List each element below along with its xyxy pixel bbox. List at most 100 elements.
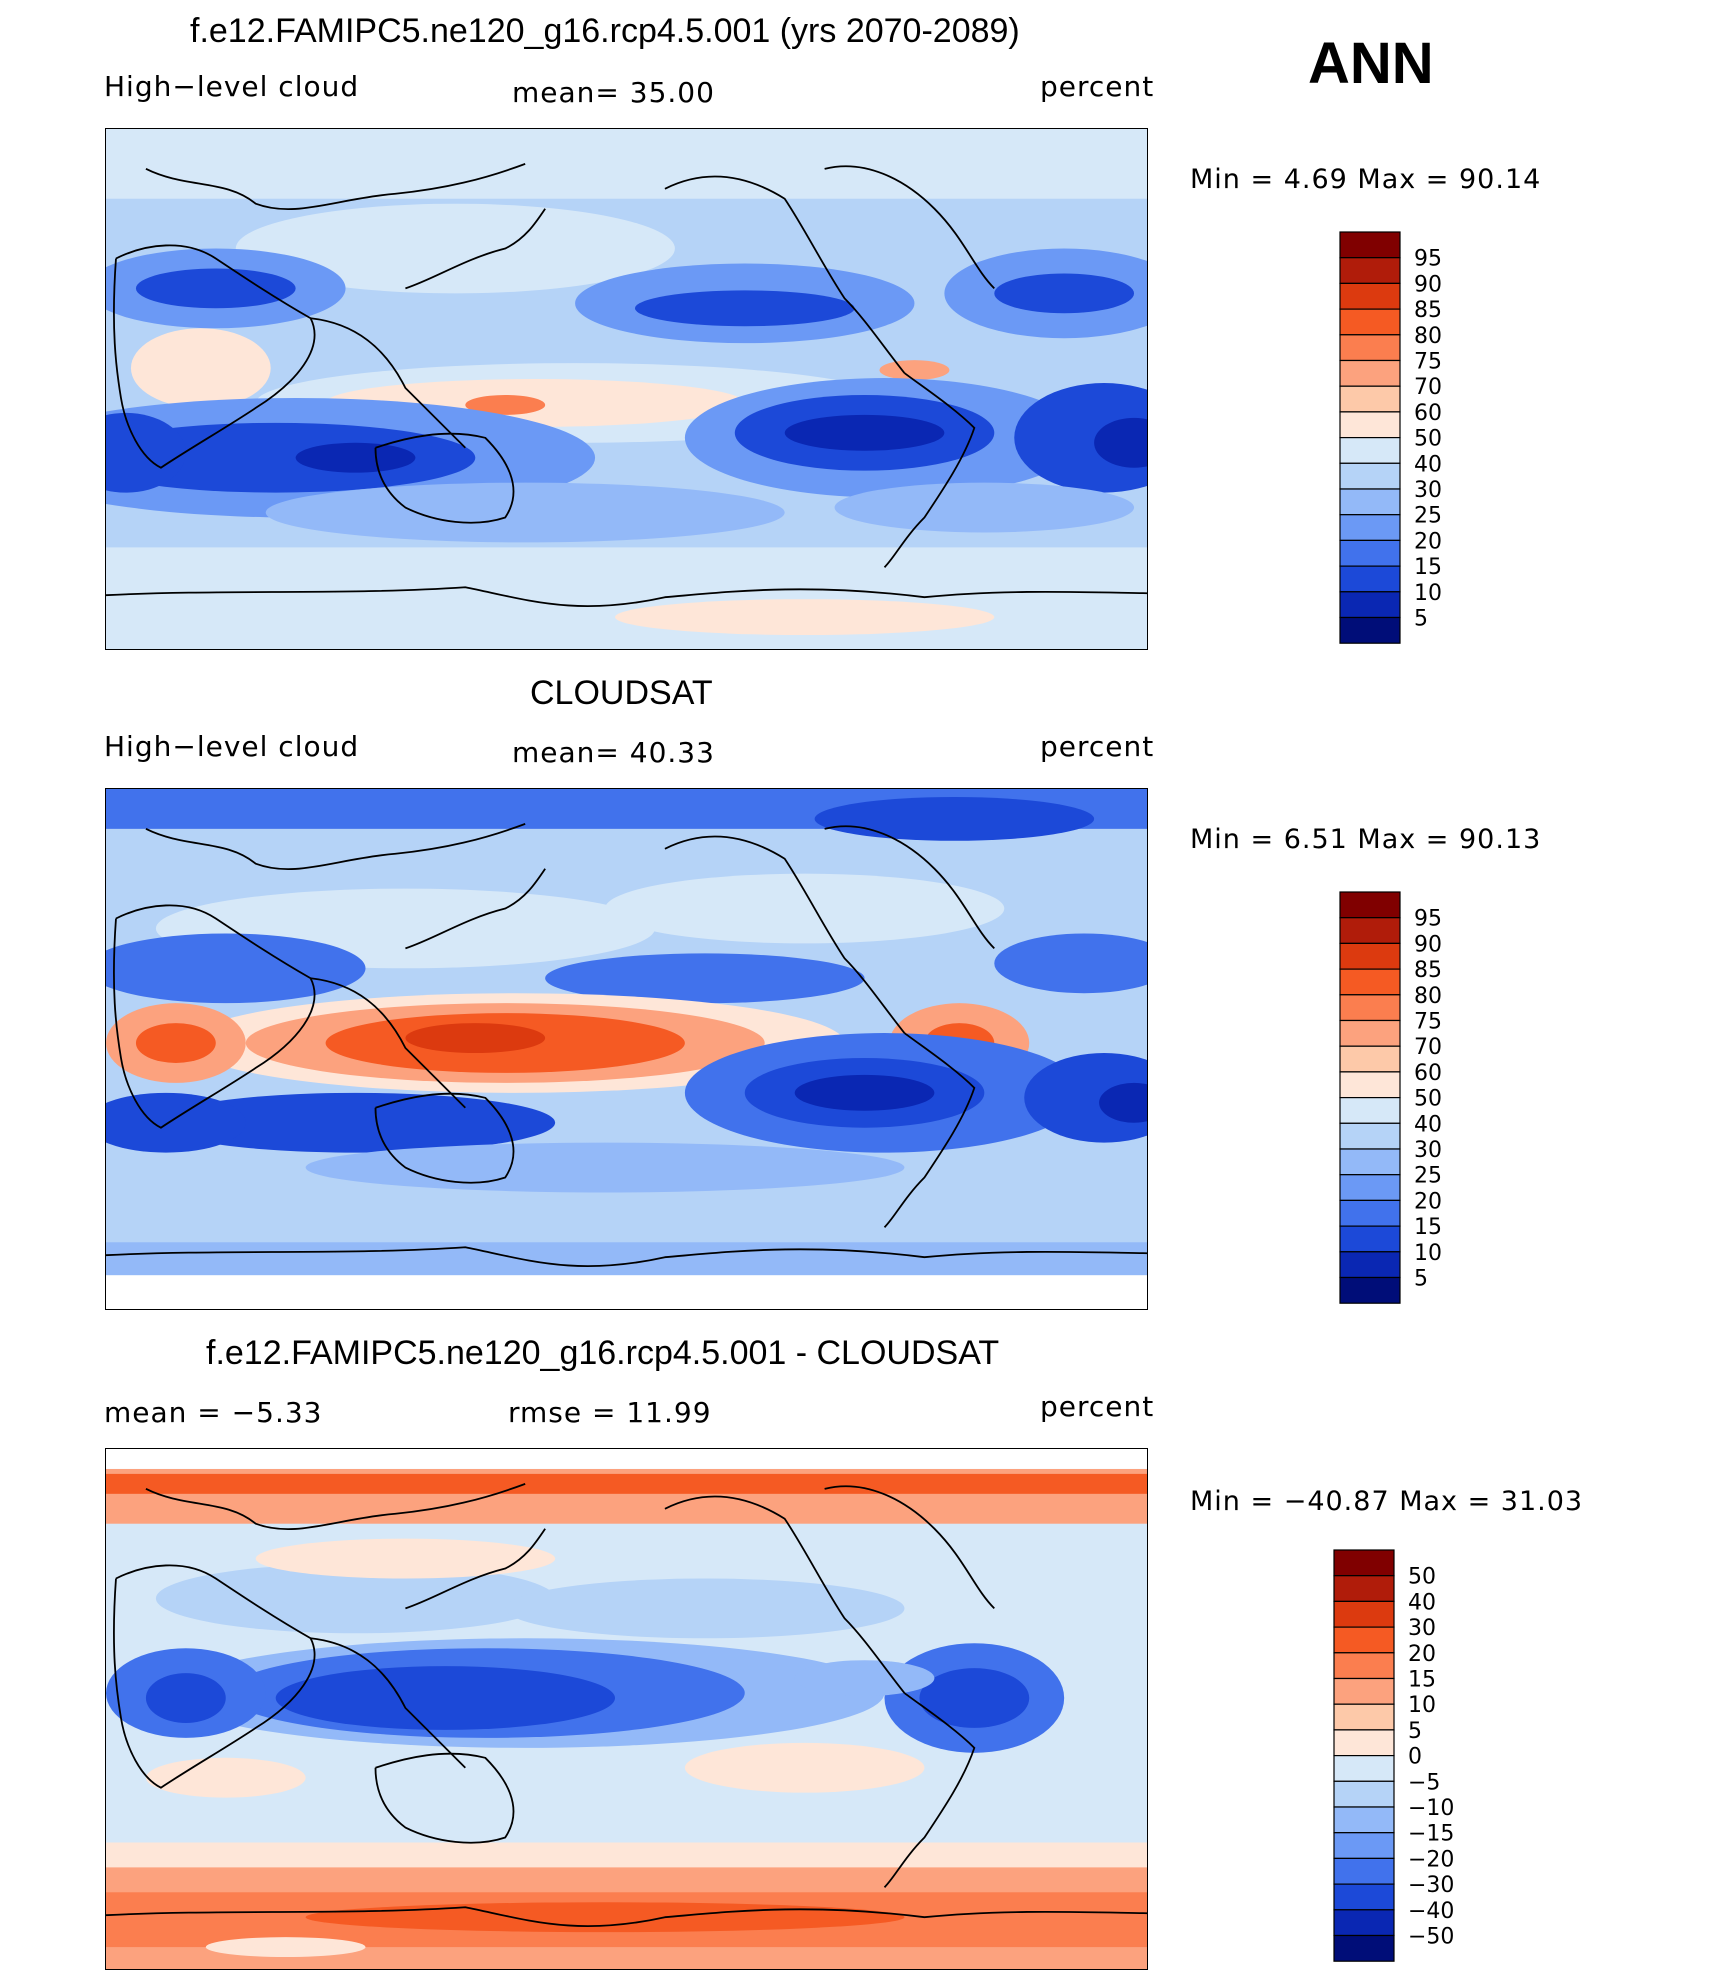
colorbar-label: 80 — [1414, 984, 1442, 1009]
colorbar-label: 85 — [1414, 958, 1442, 983]
panel-1-map — [105, 128, 1148, 650]
colorbar-swatch — [1333, 1677, 1395, 1705]
colorbar-label: 60 — [1414, 1061, 1442, 1086]
panel-1-variable-label: High−level cloud — [104, 70, 360, 103]
colorbar-label: 15 — [1408, 1668, 1436, 1693]
colorbar-swatch — [1333, 1806, 1395, 1834]
colorbar-label: 40 — [1414, 1112, 1442, 1137]
colorbar-label: 95 — [1414, 907, 1442, 932]
colorbar-label: 20 — [1408, 1642, 1436, 1667]
panel-1-title: f.e12.FAMIPC5.ne120_g16.rcp4.5.001 (yrs … — [190, 12, 1020, 50]
colorbar-swatch — [1339, 462, 1401, 490]
colorbar-swatch — [1333, 1729, 1395, 1757]
colorbar-swatch — [1339, 891, 1401, 919]
colorbar-swatch — [1339, 1276, 1401, 1304]
colorbar-label: 15 — [1414, 1215, 1442, 1240]
colorbar-label: 30 — [1414, 1138, 1442, 1163]
colorbar-swatch — [1333, 1909, 1395, 1937]
colorbar-swatch — [1339, 231, 1401, 259]
panel-3-min-max: Min = −40.87 Max = 31.03 — [1190, 1486, 1584, 1517]
panel-3-units-label: percent — [1040, 1390, 1155, 1423]
colorbar-swatch — [1339, 1071, 1401, 1099]
colorbar-swatch — [1333, 1549, 1395, 1577]
panel-3-colorbar: 50 40 30 20 15 10 5 0 −5 −10 −15 −20 −30 −40 −50 — [1332, 1548, 1492, 1962]
colorbar-swatch — [1339, 385, 1401, 413]
colorbar-swatch — [1333, 1832, 1395, 1860]
panel-1-units-label: percent — [1040, 70, 1155, 103]
colorbar-label: −20 — [1408, 1847, 1454, 1872]
colorbar-label: 85 — [1414, 298, 1442, 323]
colorbar-swatch — [1339, 1199, 1401, 1227]
panel-3-title: f.e12.FAMIPC5.ne120_g16.rcp4.5.001 - CLO… — [206, 1334, 1000, 1372]
panel-3-mean-label: mean = −5.33 — [104, 1396, 323, 1429]
colorbar-swatch — [1339, 1019, 1401, 1047]
colorbar-swatch — [1333, 1883, 1395, 1911]
colorbar-swatch — [1339, 616, 1401, 644]
colorbar-label: 10 — [1414, 581, 1442, 606]
colorbar-swatch — [1339, 1148, 1401, 1176]
colorbar-swatch — [1339, 1122, 1401, 1150]
colorbar-label: −15 — [1408, 1822, 1454, 1847]
panel-2-mean-label: mean= 40.33 — [512, 736, 715, 769]
colorbar-label: 5 — [1414, 1267, 1428, 1292]
colorbar-swatch — [1339, 282, 1401, 310]
panel-1-colorbar: 95 90 85 80 75 70 60 50 40 30 25 20 15 10 5 — [1338, 230, 1488, 644]
colorbar-label: 5 — [1414, 607, 1428, 632]
colorbar-swatch — [1339, 539, 1401, 567]
colorbar-swatch — [1339, 968, 1401, 996]
colorbar-swatch — [1339, 1174, 1401, 1202]
colorbar-label: 25 — [1414, 1164, 1442, 1189]
colorbar-label: 20 — [1414, 529, 1442, 554]
panel-3-map — [105, 1448, 1148, 1970]
colorbar-label: 50 — [1414, 1087, 1442, 1112]
colorbar-label: 75 — [1414, 1010, 1442, 1035]
colorbar-label: 95 — [1414, 247, 1442, 272]
colorbar-swatch — [1339, 308, 1401, 336]
colorbar-swatch — [1339, 942, 1401, 970]
colorbar-swatch — [1339, 1097, 1401, 1124]
panel-1-mean-label: mean= 35.00 — [512, 76, 715, 109]
panel-2-variable-label: High−level cloud — [104, 730, 360, 763]
colorbar-swatch — [1333, 1857, 1395, 1885]
colorbar-label: 80 — [1414, 324, 1442, 349]
colorbar-swatch — [1339, 437, 1401, 464]
colorbar-swatch — [1333, 1600, 1395, 1628]
colorbar-swatch — [1333, 1626, 1395, 1654]
colorbar-label: 75 — [1414, 350, 1442, 375]
colorbar-label: 90 — [1414, 932, 1442, 957]
colorbar-label: −5 — [1408, 1770, 1440, 1795]
colorbar-swatch — [1333, 1934, 1395, 1962]
colorbar-label: 10 — [1414, 1241, 1442, 1266]
colorbar-swatch — [1339, 591, 1401, 619]
colorbar-label: 50 — [1408, 1565, 1436, 1590]
colorbar-label: 30 — [1414, 478, 1442, 503]
colorbar-label: −10 — [1408, 1796, 1454, 1821]
colorbar-swatch — [1339, 488, 1401, 516]
panel-2-colorbar: 95 90 85 80 75 70 60 50 40 30 25 20 15 10 5 — [1338, 890, 1488, 1304]
colorbar-label: 15 — [1414, 555, 1442, 580]
panel-1-min-max: Min = 4.69 Max = 90.14 — [1190, 164, 1542, 195]
panel-2-title: CLOUDSAT — [530, 674, 713, 712]
colorbar-label: 50 — [1414, 427, 1442, 452]
colorbar-label: 20 — [1414, 1189, 1442, 1214]
colorbar-swatch — [1339, 565, 1401, 593]
colorbar-label: 70 — [1414, 375, 1442, 400]
panel-2-min-max: Min = 6.51 Max = 90.13 — [1190, 824, 1542, 855]
colorbar-swatch — [1339, 994, 1401, 1022]
panel-2-units-label: percent — [1040, 730, 1155, 763]
colorbar-label: 40 — [1414, 452, 1442, 477]
colorbar-swatch — [1339, 359, 1401, 387]
colorbar-swatch — [1339, 1225, 1401, 1253]
colorbar-swatch — [1339, 514, 1401, 542]
colorbar-label: 60 — [1414, 401, 1442, 426]
colorbar-swatch — [1339, 1045, 1401, 1073]
colorbar-label: 25 — [1414, 504, 1442, 529]
colorbar-swatch — [1339, 1251, 1401, 1279]
colorbar-label: −30 — [1408, 1873, 1454, 1898]
colorbar-swatch — [1333, 1780, 1395, 1808]
colorbar-label: 30 — [1408, 1616, 1436, 1641]
panel-2-map — [105, 788, 1148, 1310]
colorbar-swatch — [1333, 1652, 1395, 1680]
colorbar-label: 90 — [1414, 272, 1442, 297]
colorbar-label: 70 — [1414, 1035, 1442, 1060]
